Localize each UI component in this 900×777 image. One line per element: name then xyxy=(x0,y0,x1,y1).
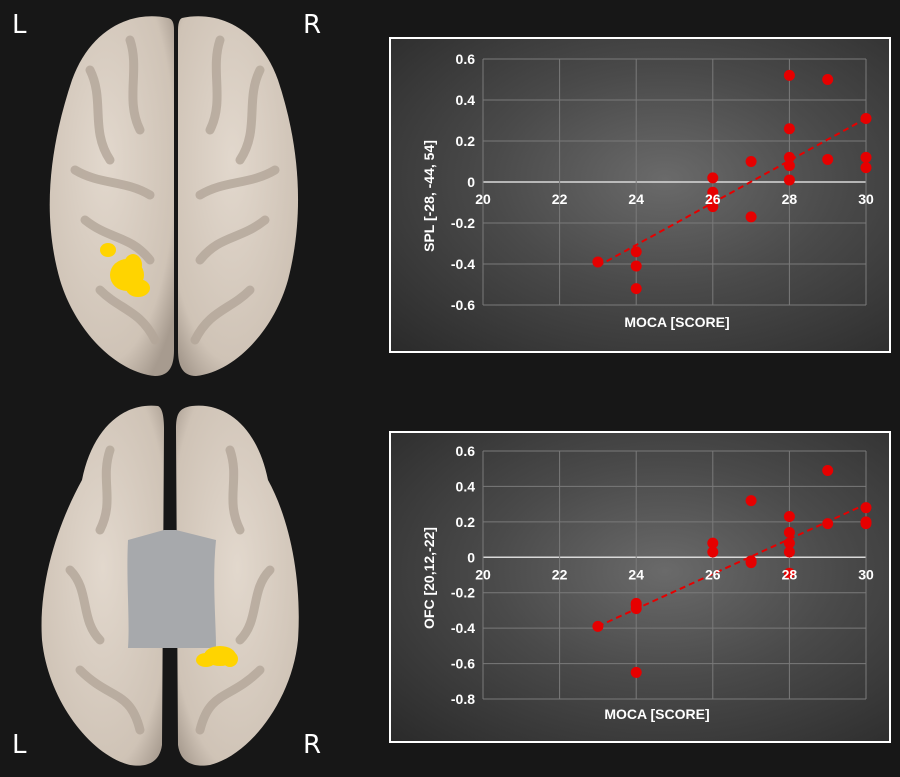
y-tick-label: 0 xyxy=(467,174,475,190)
data-points xyxy=(592,464,872,678)
y-tick-label: -0.2 xyxy=(451,215,475,231)
left-hemisphere-surface xyxy=(49,16,174,376)
right-hemisphere-label: R xyxy=(303,10,322,40)
data-point xyxy=(630,246,642,258)
gyri-pattern xyxy=(65,445,275,735)
left-hemisphere-label-bottom: L xyxy=(12,730,27,760)
data-point xyxy=(707,172,719,184)
x-axis-title: MOCA [SCORE] xyxy=(624,314,729,330)
data-point xyxy=(707,201,719,213)
data-point xyxy=(860,502,872,514)
y-tick-label: 0.4 xyxy=(456,92,476,108)
x-tick-label: 30 xyxy=(858,566,874,582)
spl-scatter-chart: 0.6 0.4 0.2 0 -0.2 -0.4 -0.6 20 22 24 26 28 30 MOCA… xyxy=(389,37,891,353)
y-tick-label: -0.4 xyxy=(451,620,475,636)
data-point xyxy=(707,537,719,549)
data-point xyxy=(707,546,719,558)
y-axis-title: SPL [-28, -44, 54] xyxy=(421,140,437,252)
x-tick-label: 20 xyxy=(475,191,491,207)
grid-lines xyxy=(482,450,867,700)
x-axis-title: MOCA [SCORE] xyxy=(604,706,709,722)
right-hemisphere-label-bottom: R xyxy=(303,730,322,760)
data-point xyxy=(860,518,872,530)
x-tick-label: 20 xyxy=(475,566,491,582)
y-tick-label: 0.6 xyxy=(456,443,476,459)
y-tick-label: -0.6 xyxy=(451,297,475,313)
data-point xyxy=(783,567,795,579)
x-tick-label: 28 xyxy=(782,566,798,582)
data-point xyxy=(822,74,834,85)
data-point xyxy=(783,511,795,523)
trendline-path xyxy=(597,117,867,267)
left-hemisphere-surface xyxy=(41,405,164,766)
data-point xyxy=(860,112,872,124)
data-points xyxy=(592,69,872,295)
y-tick-labels: 0.6 0.4 0.2 0 -0.2 -0.4 -0.6 xyxy=(451,51,475,313)
gyri-pattern xyxy=(70,35,280,345)
y-tick-label: 0.2 xyxy=(456,133,476,149)
data-point xyxy=(783,151,795,163)
y-tick-label: 0.4 xyxy=(456,478,476,494)
x-tick-label: 24 xyxy=(628,566,644,582)
x-tick-labels: 20 22 24 26 28 30 xyxy=(475,566,874,582)
data-point xyxy=(630,283,642,295)
data-point xyxy=(822,464,834,476)
data-point xyxy=(783,123,795,135)
y-tick-label: 0 xyxy=(467,549,475,565)
y-axis-title: OFC [20,12,-22] xyxy=(421,527,437,629)
x-tick-label: 26 xyxy=(705,191,721,207)
medial-wall-mask xyxy=(127,530,216,648)
y-tick-label: 0.6 xyxy=(456,51,476,67)
x-tick-label: 26 xyxy=(705,566,721,582)
y-tick-label: 0.2 xyxy=(456,514,476,530)
y-tick-label: -0.2 xyxy=(451,585,475,601)
x-tick-labels: 20 22 24 26 28 30 xyxy=(475,191,874,207)
y-tick-label: -0.6 xyxy=(451,656,475,672)
x-tick-label: 22 xyxy=(552,191,568,207)
data-point xyxy=(783,160,795,172)
x-tick-label: 22 xyxy=(552,566,568,582)
data-point xyxy=(860,162,872,174)
data-point xyxy=(783,174,795,186)
ofc-activation-cluster xyxy=(196,646,238,667)
x-tick-label: 24 xyxy=(628,191,644,207)
y-tick-label: -0.4 xyxy=(451,256,475,272)
data-point xyxy=(630,603,642,615)
ofc-scatter-chart: 0.6 0.4 0.2 0 -0.2 -0.4 -0.6 -0.8 20 22 24 26 28 30 … xyxy=(389,431,891,743)
brain-ventral-view xyxy=(41,405,299,766)
data-point xyxy=(783,526,795,538)
grid-lines xyxy=(482,58,867,306)
ofc-scatter-plot: 0.60.40.20-0.2-0.4-0.6-0.8 20 22 24 26 28 30 … xyxy=(421,443,874,722)
data-point xyxy=(860,151,872,163)
trendline xyxy=(597,117,867,267)
data-point xyxy=(707,186,719,198)
x-tick-label: 30 xyxy=(858,191,874,207)
data-point xyxy=(592,256,604,268)
data-point xyxy=(783,546,795,558)
trendline-path xyxy=(597,503,867,628)
data-point xyxy=(630,260,642,272)
brain-dorsal-view xyxy=(49,16,299,376)
data-point xyxy=(745,495,757,507)
data-point xyxy=(783,69,795,81)
spl-activation-cluster xyxy=(100,243,150,297)
data-point xyxy=(822,518,834,530)
trendline xyxy=(597,503,867,628)
x-tick-label: 28 xyxy=(782,191,798,207)
data-point xyxy=(783,537,795,549)
left-hemisphere-label: L xyxy=(12,10,27,40)
right-hemisphere-surface xyxy=(178,16,299,376)
y-tick-label: -0.8 xyxy=(451,691,475,707)
data-point xyxy=(745,156,757,167)
data-point xyxy=(822,153,834,165)
right-hemisphere-surface xyxy=(176,405,299,766)
spl-scatter-plot: 0.6 0.4 0.2 0 -0.2 -0.4 -0.6 20 22 24 26 28 30 MOCA… xyxy=(421,51,874,330)
data-point xyxy=(745,211,757,223)
data-point xyxy=(592,620,604,632)
data-point xyxy=(745,557,757,569)
y-tick-labels: 0.6 0.4 0.2 0 -0.2 -0.4 -0.6 -0.8 xyxy=(451,443,475,707)
data-point xyxy=(630,666,642,678)
